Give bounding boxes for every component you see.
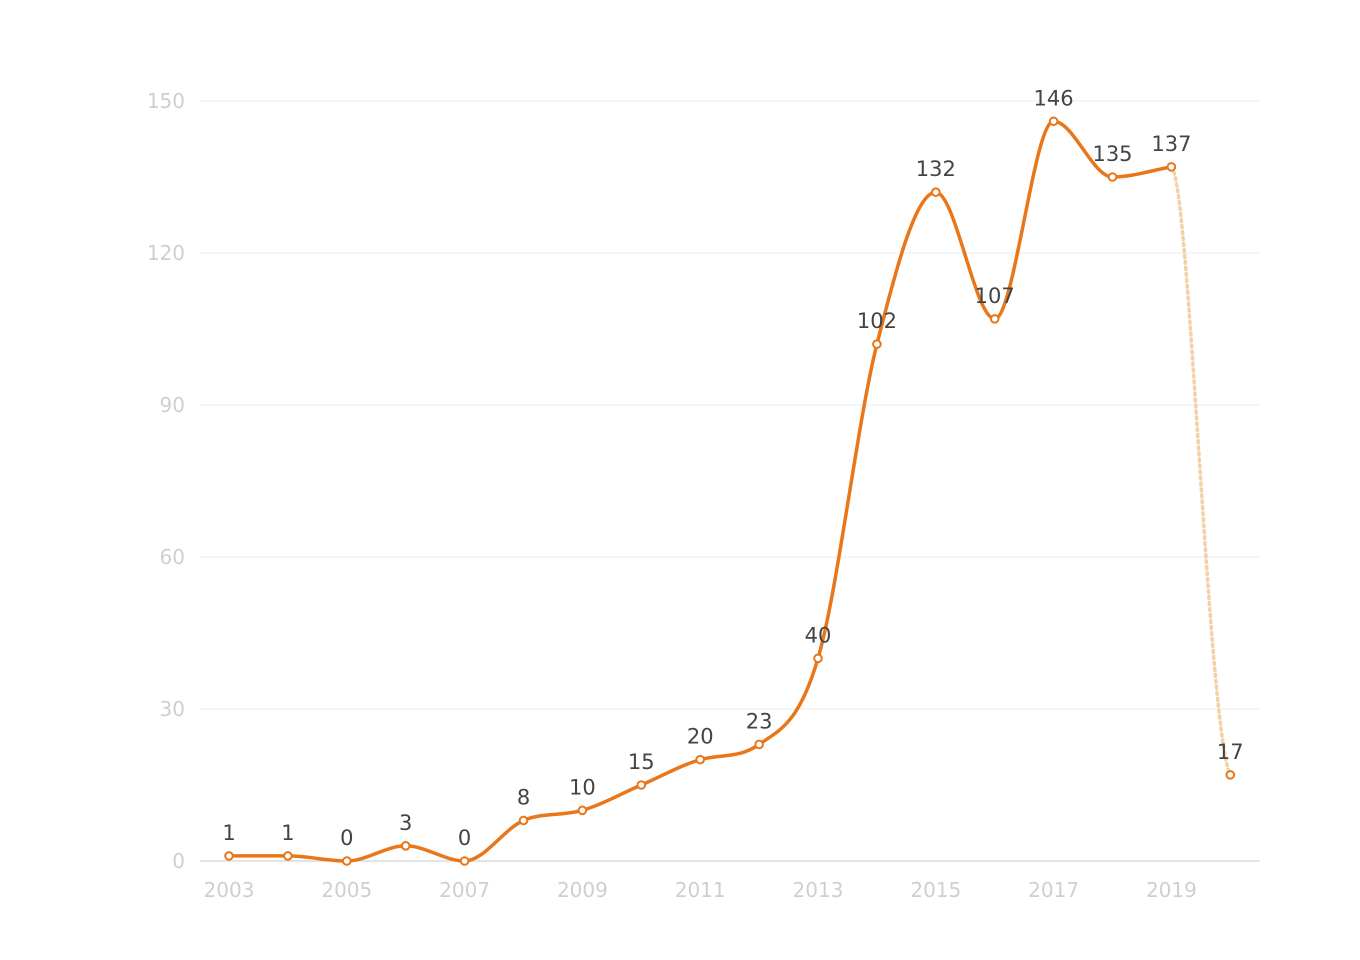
x-tick-label: 2011 — [675, 878, 726, 902]
x-tick-label: 2003 — [204, 878, 255, 902]
data-point — [1048, 116, 1059, 127]
data-label: 1 — [281, 821, 294, 845]
y-tick-label: 150 — [147, 89, 185, 113]
data-label: 10 — [569, 775, 596, 799]
x-tick-label: 2017 — [1028, 878, 1079, 902]
series-points — [224, 116, 1236, 866]
x-tick-label: 2013 — [793, 878, 844, 902]
series-line-projected — [1169, 165, 1233, 777]
x-tick-label: 2007 — [439, 878, 490, 902]
data-point — [636, 780, 647, 790]
data-label: 132 — [916, 157, 956, 181]
data-label: 17 — [1217, 740, 1244, 764]
data-point — [754, 739, 764, 750]
series-lines — [227, 119, 1233, 863]
y-tick-label: 120 — [147, 241, 185, 265]
data-label: 0 — [458, 826, 471, 850]
data-point — [224, 851, 234, 861]
x-tick-label: 2019 — [1146, 878, 1197, 902]
data-point — [813, 653, 823, 664]
data-point — [577, 805, 588, 816]
data-label: 1 — [222, 821, 235, 845]
y-tick-label: 0 — [172, 849, 185, 873]
data-point — [283, 851, 293, 861]
data-label: 3 — [399, 811, 412, 835]
data-point — [459, 856, 470, 866]
gridlines — [200, 100, 1260, 862]
data-label: 146 — [1034, 86, 1074, 110]
data-point — [872, 339, 882, 350]
data-point — [695, 754, 706, 765]
data-label: 40 — [805, 623, 832, 647]
data-point — [1107, 172, 1118, 182]
y-tick-label: 60 — [160, 545, 185, 569]
data-point — [1225, 770, 1236, 780]
data-point — [931, 187, 941, 197]
data-point — [989, 314, 1000, 324]
data-label: 15 — [628, 750, 655, 774]
series-line — [227, 119, 1174, 863]
data-point — [400, 841, 411, 851]
data-label: 0 — [340, 826, 353, 850]
data-label: 135 — [1092, 142, 1132, 166]
data-label: 137 — [1151, 132, 1191, 156]
x-tick-label: 2015 — [910, 878, 961, 902]
y-tick-label: 90 — [160, 393, 185, 417]
data-label: 23 — [746, 709, 773, 733]
x-tick-label: 2005 — [321, 878, 372, 902]
data-label: 8 — [517, 785, 530, 809]
data-point — [1166, 162, 1177, 172]
x-tick-label: 2009 — [557, 878, 608, 902]
data-point — [342, 856, 352, 866]
data-label: 20 — [687, 725, 714, 749]
y-tick-label: 30 — [160, 697, 185, 721]
data-label: 102 — [857, 309, 897, 333]
data-point — [518, 815, 529, 826]
data-label: 107 — [975, 284, 1015, 308]
